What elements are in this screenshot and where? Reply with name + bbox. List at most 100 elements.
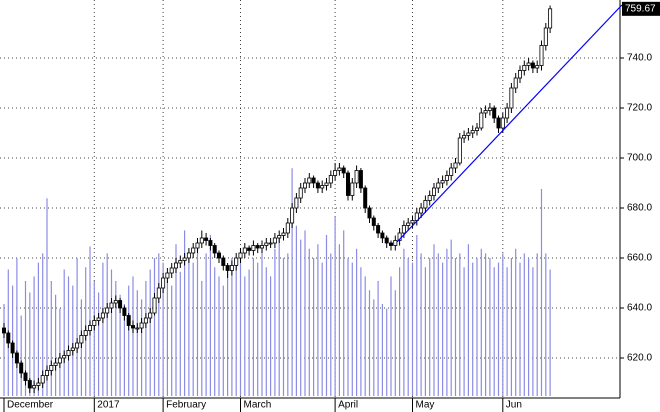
candle-body [268,242,273,245]
candle-body [487,107,492,111]
candle-body [401,225,406,234]
candle-body [113,300,118,304]
candle-body [307,177,312,184]
candle-body [156,287,161,299]
x-tick-label: April [338,400,358,411]
candle-body [431,187,436,196]
candle-body [474,127,479,131]
candle-body [444,175,449,181]
candle-body [376,225,381,234]
candle-body [204,237,209,241]
candle-body [526,62,531,66]
candle-body [535,65,540,69]
candle-body [27,380,32,389]
y-tick-label: 640.0 [627,303,652,314]
candle-body [100,312,105,319]
candle-body [513,77,518,89]
candle-body [49,365,54,371]
candle-body [479,112,484,129]
candle-body [173,262,178,269]
candle-body [341,167,346,174]
candle-body [285,222,290,234]
candle-body [32,385,37,389]
candle-body [6,332,11,344]
candle-body [191,247,196,254]
candle-body [238,252,243,259]
y-tick-label: 700.0 [627,153,652,164]
candle-body [509,87,514,109]
candle-body [423,200,428,209]
candle-body [345,172,350,196]
candle-body [483,110,488,114]
y-tick-label: 740.0 [627,53,652,64]
candle-body [324,182,329,186]
candle-body [57,357,62,364]
candle-body [350,182,355,196]
x-tick-label: March [244,400,272,411]
candle-body [135,327,140,330]
candle-body [453,162,458,169]
candle-body [40,375,45,384]
candle-body [186,252,191,259]
candle-body [427,195,432,201]
plot-area [0,0,620,398]
x-tick-label: May [416,400,435,411]
candle-body [96,317,101,321]
candle-body [126,315,131,326]
y-tick-label: 720.0 [627,103,652,114]
candle-body [208,240,213,246]
candle-body [122,307,127,316]
candle-body [505,107,510,119]
candle-body [70,347,75,351]
candle-body [457,137,462,164]
candle-body [182,257,187,261]
candle-body [320,185,325,189]
candle-body [500,117,505,129]
candle-body [259,245,264,249]
candle-body [225,265,230,271]
candle-body [109,302,114,309]
candle-body [118,300,123,309]
candle-body [45,370,50,376]
candle-body [247,247,252,251]
candle-body [2,327,7,334]
candle-body [234,257,239,266]
candle-body [79,335,84,344]
candle-body [406,222,411,226]
candle-body [384,237,389,244]
candle-body [143,317,148,324]
candle-body [255,245,260,249]
candle-body [14,352,19,364]
candle-body [212,245,217,254]
candle-body [337,167,342,171]
candle-body [367,207,372,219]
candle-body [548,8,553,29]
candle-body [328,175,333,184]
candle-body [75,342,80,349]
candle-body [221,257,226,266]
candle-body [311,177,316,184]
x-tick-label: 2017 [97,400,120,411]
candle-body [539,45,544,66]
candle-body [440,180,445,184]
last-price-label: 759.67 [625,3,656,14]
y-tick-label: 660.0 [627,253,652,264]
candle-body [436,182,441,189]
candle-body [277,235,282,239]
candle-body [62,355,67,359]
candle-body [216,252,221,259]
candle-body [83,330,88,336]
candle-body [199,237,204,244]
candle-body [272,237,277,244]
candle-body [251,245,256,251]
candle-body [388,242,393,246]
candle-body [492,107,497,119]
candle-body [518,70,523,79]
candle-body [543,27,548,46]
candle-body [53,362,58,366]
candle-body [354,170,359,184]
candle-body [36,382,41,386]
candle-body [371,217,376,226]
candle-body [294,197,299,209]
